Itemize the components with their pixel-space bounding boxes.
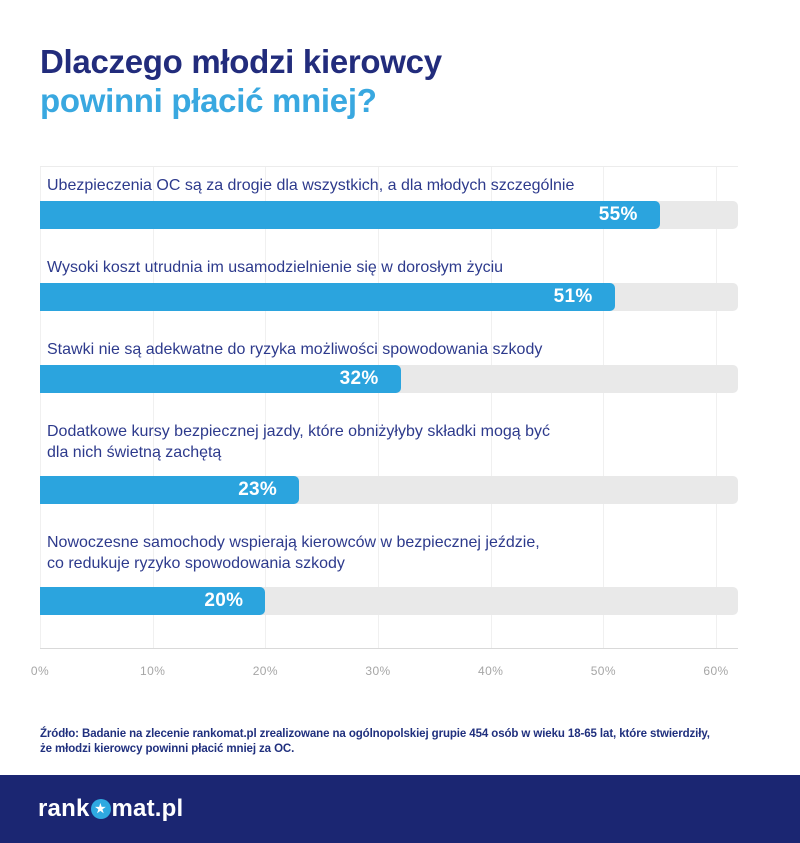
bar: 32% <box>40 365 401 393</box>
x-axis-tick-label: 20% <box>252 664 278 678</box>
page-title: Dlaczego młodzi kierowcy powinni płacić … <box>40 42 760 120</box>
bar: 20% <box>40 587 266 615</box>
x-axis-tick-label: 60% <box>703 664 729 678</box>
bar-value-label: 55% <box>598 204 638 225</box>
bar-row: Wysoki koszt utrudnia im usamodzielnieni… <box>40 257 738 311</box>
bar-value-label: 32% <box>339 368 379 389</box>
bar-track: 20% <box>40 587 738 615</box>
x-axis-tick-label: 30% <box>365 664 391 678</box>
gridline <box>265 167 267 648</box>
x-axis: 0% 10% 20% 30% 40% 50% 60% <box>31 649 738 683</box>
bar: 55% <box>40 201 660 229</box>
source-note: Źródło: Badanie na zlecenie rankomat.pl … <box>40 727 760 757</box>
bar-category-label: Stawki nie są adekwatne do ryzyka możliw… <box>47 341 543 358</box>
gridline <box>152 167 154 648</box>
logo-star-icon: ★ <box>90 799 111 819</box>
bar-row: Nowoczesne samochody wspierają kierowców… <box>40 532 738 648</box>
bar: 23% <box>40 476 300 504</box>
bar-track: 32% <box>40 365 738 393</box>
x-axis-tick-label: 10% <box>140 664 166 678</box>
bar-category-label: Dodatkowe kursy bezpiecznej jazdy, które… <box>47 423 551 461</box>
bar-category-label: Nowoczesne samochody wspierają kierowców… <box>47 534 540 572</box>
bar: 51% <box>40 283 615 311</box>
title-line-1: Dlaczego młodzi kierowcy <box>40 43 442 80</box>
bar-row: Stawki nie są adekwatne do ryzyka możliw… <box>40 339 738 393</box>
source-line-2: że młodzi kierowcy powinni płacić mniej … <box>40 743 295 755</box>
source-line-1: Źródło: Badanie na zlecenie rankomat.pl … <box>40 728 710 740</box>
bar-row: Ubezpieczenia OC są za drogie dla wszyst… <box>40 175 738 229</box>
bar-track: 51% <box>40 283 738 311</box>
bar-value-label: 23% <box>238 479 278 500</box>
gridline <box>716 167 717 648</box>
footer-bar: rank ★ mat.pl <box>0 775 800 843</box>
plot-area: Ubezpieczenia OC są za drogie dla wszyst… <box>40 166 738 649</box>
bar-value-label: 20% <box>204 590 244 611</box>
bar-category-label: Wysoki koszt utrudnia im usamodzielnieni… <box>47 259 504 276</box>
bar-track: 23% <box>40 476 738 504</box>
logo-text-prefix: rank <box>38 795 90 822</box>
gridline <box>40 167 41 648</box>
bar-row: Dodatkowe kursy bezpiecznej jazdy, które… <box>40 421 738 504</box>
x-axis-tick-label: 0% <box>30 664 50 678</box>
logo-text-suffix: mat.pl <box>111 795 184 822</box>
rankomat-logo: rank ★ mat.pl <box>38 795 183 823</box>
bar-category-label: Ubezpieczenia OC są za drogie dla wszyst… <box>47 177 575 194</box>
gridline <box>378 167 379 648</box>
gridlines <box>40 167 738 648</box>
gridline <box>603 167 605 648</box>
x-axis-tick-label: 40% <box>478 664 504 678</box>
bar-value-label: 51% <box>553 286 593 307</box>
title-line-2: powinni płacić mniej? <box>40 82 377 119</box>
gridline <box>490 167 492 648</box>
bar-track: 55% <box>40 201 738 229</box>
bar-chart: Ubezpieczenia OC są za drogie dla wszyst… <box>0 166 800 683</box>
x-axis-tick-label: 50% <box>590 664 616 678</box>
